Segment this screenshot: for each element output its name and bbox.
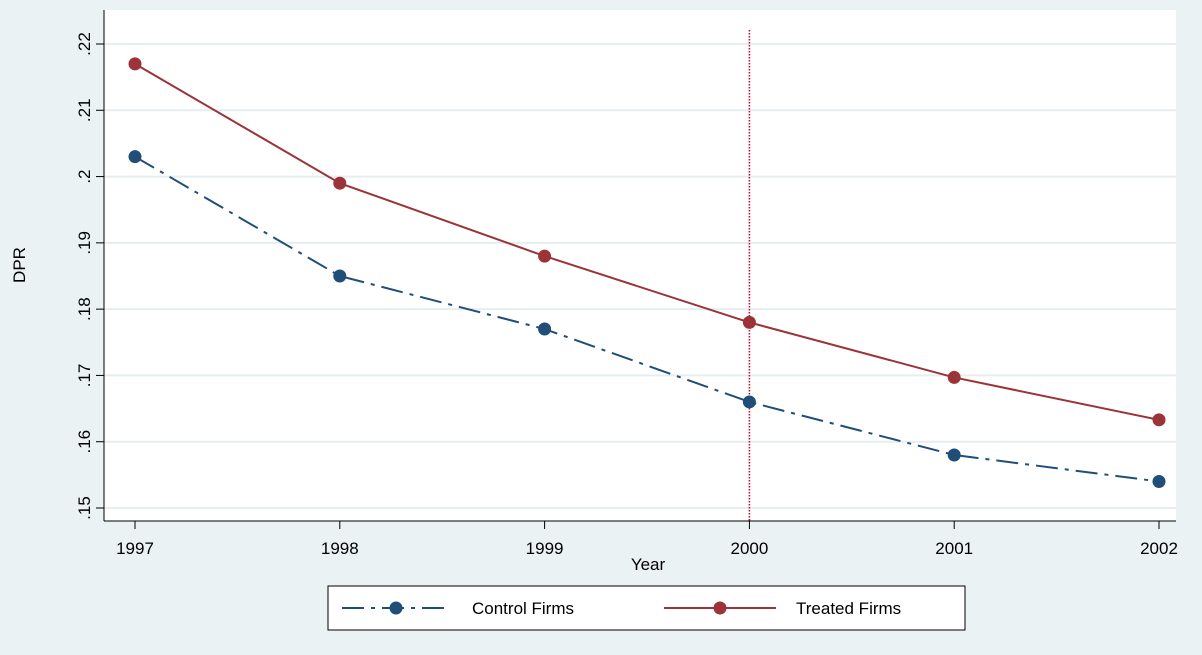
series-line xyxy=(134,63,1160,421)
series-group xyxy=(128,57,1166,488)
legend-marker xyxy=(389,601,403,615)
data-point xyxy=(538,322,552,336)
x-axis-label: Year xyxy=(631,555,666,574)
x-tick-label: 1998 xyxy=(321,539,359,558)
y-tick-label: .19 xyxy=(75,231,94,255)
data-point xyxy=(947,370,961,384)
y-tick-label: .21 xyxy=(75,98,94,122)
legend-marker xyxy=(713,601,727,615)
data-point xyxy=(538,249,552,263)
data-point xyxy=(128,57,142,71)
grid-lines xyxy=(104,43,1176,509)
y-tick-label: .18 xyxy=(75,297,94,321)
y-tick-label: .16 xyxy=(75,430,94,454)
y-tick-label: .15 xyxy=(75,496,94,520)
data-point xyxy=(1152,413,1166,427)
y-tick-label: .2 xyxy=(75,169,94,183)
y-axis-label: DPR xyxy=(10,247,29,283)
series-treated-firms xyxy=(128,57,1166,427)
legend-label: Control Firms xyxy=(472,599,574,618)
series-control-firms xyxy=(128,150,1166,488)
y-tick-label: .17 xyxy=(75,364,94,388)
x-tick-label: 1999 xyxy=(526,539,564,558)
data-point xyxy=(333,269,347,283)
series-line xyxy=(134,155,1160,483)
legend: Control Firms Treated Firms xyxy=(327,585,966,631)
y-tick-label: .22 xyxy=(75,32,94,56)
legend-item: Control Firms xyxy=(342,599,574,618)
data-point xyxy=(742,395,756,409)
data-point xyxy=(742,315,756,329)
x-tick-label: 2002 xyxy=(1140,539,1178,558)
plot-area xyxy=(104,10,1176,521)
x-tick-label: 2001 xyxy=(935,539,973,558)
x-tick-label: 1997 xyxy=(116,539,154,558)
x-tick-label: 2000 xyxy=(730,539,768,558)
data-point xyxy=(128,150,142,164)
data-point xyxy=(1152,474,1166,488)
data-point xyxy=(947,448,961,462)
data-point xyxy=(333,176,347,190)
legend-item: Treated Firms xyxy=(664,599,901,618)
axes: .15 .16 .17 .18 .19 .2 .21 .22 1997 1998 1999 2000 2… xyxy=(75,10,1178,558)
legend-label: Treated Firms xyxy=(796,599,901,618)
